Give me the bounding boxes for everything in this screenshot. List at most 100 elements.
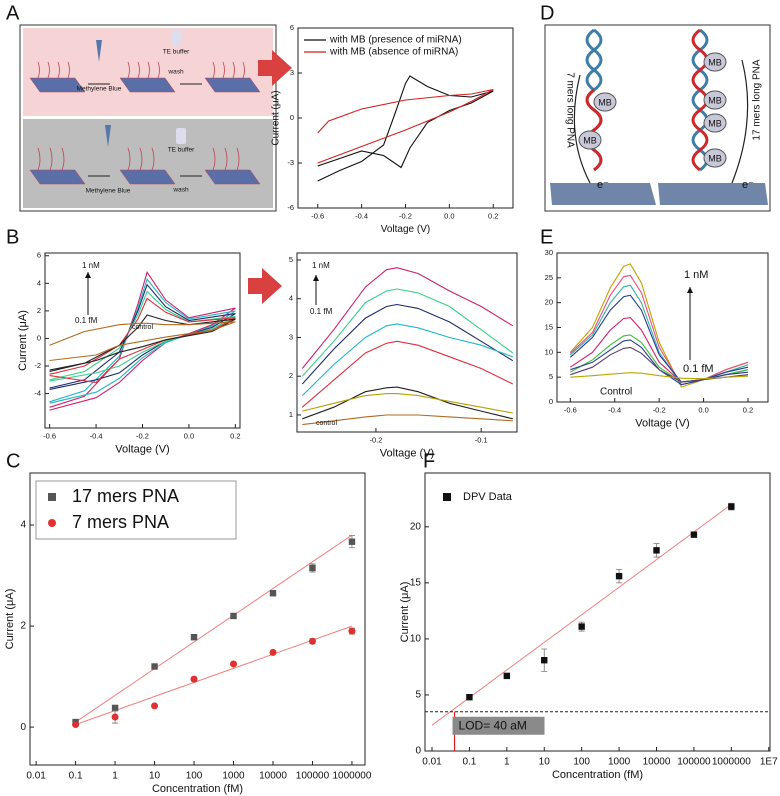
schematic-label: Methylene Blue xyxy=(86,188,131,195)
panel-label: F xyxy=(423,450,435,472)
pna-label: 17 mers long PNA xyxy=(752,59,763,140)
y-tick-label: 20 xyxy=(545,298,553,307)
fit-line xyxy=(431,503,732,726)
y-axis-label: Current (μA) xyxy=(4,589,16,650)
plot-frame xyxy=(556,252,769,403)
series-line xyxy=(317,88,494,164)
lod-box xyxy=(452,716,545,735)
legend-label: 7 mers PNA xyxy=(72,512,169,532)
mb-label: MB xyxy=(708,95,722,105)
mb-label-circle xyxy=(578,130,602,150)
schematic-frame xyxy=(544,24,771,212)
x-tick-label: 10000 xyxy=(643,757,671,768)
x-tick-label: 0.0 xyxy=(444,211,454,220)
plot-frame xyxy=(44,252,241,429)
schematic-pink-panel xyxy=(23,28,273,116)
reagent-icons xyxy=(88,30,202,177)
y-tick-label: 2 xyxy=(37,306,41,315)
x-tick-label: -0.4 xyxy=(90,431,103,440)
y-tick-label: 4 xyxy=(20,520,26,531)
schematic-gray-panel xyxy=(23,119,273,208)
x-tick-label: 0.2 xyxy=(488,211,498,220)
helix xyxy=(585,28,603,92)
y-tick-label: -2 xyxy=(34,361,41,370)
series-line xyxy=(49,283,236,390)
y-tick-label: 5 xyxy=(415,690,421,701)
mb-label: MB xyxy=(708,153,722,163)
data-point xyxy=(348,627,356,635)
annotation-arrowhead xyxy=(313,275,319,281)
x-tick-label: -0.2 xyxy=(369,435,382,444)
series-line xyxy=(301,267,514,369)
x-tick-label: 10000 xyxy=(259,771,287,782)
series-line xyxy=(49,271,236,411)
y-tick-label: 20 xyxy=(410,521,422,532)
data-point xyxy=(151,702,159,710)
data-point xyxy=(111,704,119,712)
y-tick-label: 3 xyxy=(289,332,293,341)
y-tick-label: 0 xyxy=(290,113,294,122)
fit-line xyxy=(75,534,353,723)
series-line xyxy=(317,75,494,182)
schematic-label: TE buffer xyxy=(163,49,190,56)
data-point xyxy=(230,660,238,668)
legend-label: 17 mers PNA xyxy=(72,486,179,506)
annotation: control xyxy=(132,324,153,331)
schematic-label: wash xyxy=(167,69,184,76)
series-line xyxy=(301,340,514,408)
y-tick-label: 6 xyxy=(37,251,41,260)
x-tick-label: 1E7 xyxy=(760,757,778,768)
y-tick-label: -6 xyxy=(287,203,294,212)
mb-label: MB xyxy=(583,135,597,145)
plot-frame xyxy=(424,472,771,752)
panel-label: E xyxy=(540,226,553,248)
x-tick-label: 100 xyxy=(186,771,203,782)
y-tick-label: 5 xyxy=(549,372,553,381)
y-tick-label: 25 xyxy=(545,273,553,282)
x-tick-label: 0.1 xyxy=(462,757,476,768)
y-axis-label: Current (μA) xyxy=(399,582,411,643)
schematic-label: wash xyxy=(172,187,189,194)
mb-label-circle xyxy=(703,113,727,133)
y-axis-label: Current (μA) xyxy=(271,90,282,145)
x-tick-label: 0.0 xyxy=(698,405,708,414)
x-axis-label: Voltage (V) xyxy=(381,224,430,235)
y-axis-label: Current (μA) xyxy=(17,310,29,371)
y-tick-label: 10 xyxy=(545,347,553,356)
y-tick-label: 3 xyxy=(290,68,294,77)
annotation: 1 nM xyxy=(684,269,708,281)
electron-label: e⁻ xyxy=(597,179,609,191)
series-line xyxy=(569,274,749,386)
schematic-label: TE buffer xyxy=(168,147,195,154)
data-point xyxy=(111,713,119,721)
x-tick-label: -0.4 xyxy=(355,211,368,220)
series-line xyxy=(49,314,236,373)
y-tick-label: 4 xyxy=(37,278,41,287)
annotation: Control xyxy=(600,387,632,398)
x-tick-label: -0.2 xyxy=(653,405,666,414)
annotation-arrowhead xyxy=(687,287,693,293)
x-tick-label: 0.1 xyxy=(69,771,83,782)
schematic-a xyxy=(19,24,277,212)
series-line xyxy=(569,294,749,383)
series-line xyxy=(49,321,236,362)
x-tick-label: 100000 xyxy=(677,757,711,768)
series-line xyxy=(49,278,236,404)
y-tick-label: 0 xyxy=(415,746,421,757)
x-axis-label: Concentration (fM) xyxy=(152,783,243,795)
x-tick-label: -0.6 xyxy=(43,431,56,440)
series-line xyxy=(570,346,749,383)
data-point xyxy=(615,572,623,580)
data-point xyxy=(230,612,237,620)
plot-frame xyxy=(296,252,518,433)
y-tick-label: 2 xyxy=(20,621,26,632)
helix-pna xyxy=(585,88,603,172)
x-tick-label: -0.1 xyxy=(475,435,488,444)
data-point xyxy=(578,623,585,630)
data-point xyxy=(269,648,277,656)
probes xyxy=(37,61,245,171)
x-tick-label: 100 xyxy=(573,757,590,768)
data-point xyxy=(690,531,698,538)
legend-label: DPV Data xyxy=(463,491,513,503)
series-line xyxy=(302,414,513,426)
